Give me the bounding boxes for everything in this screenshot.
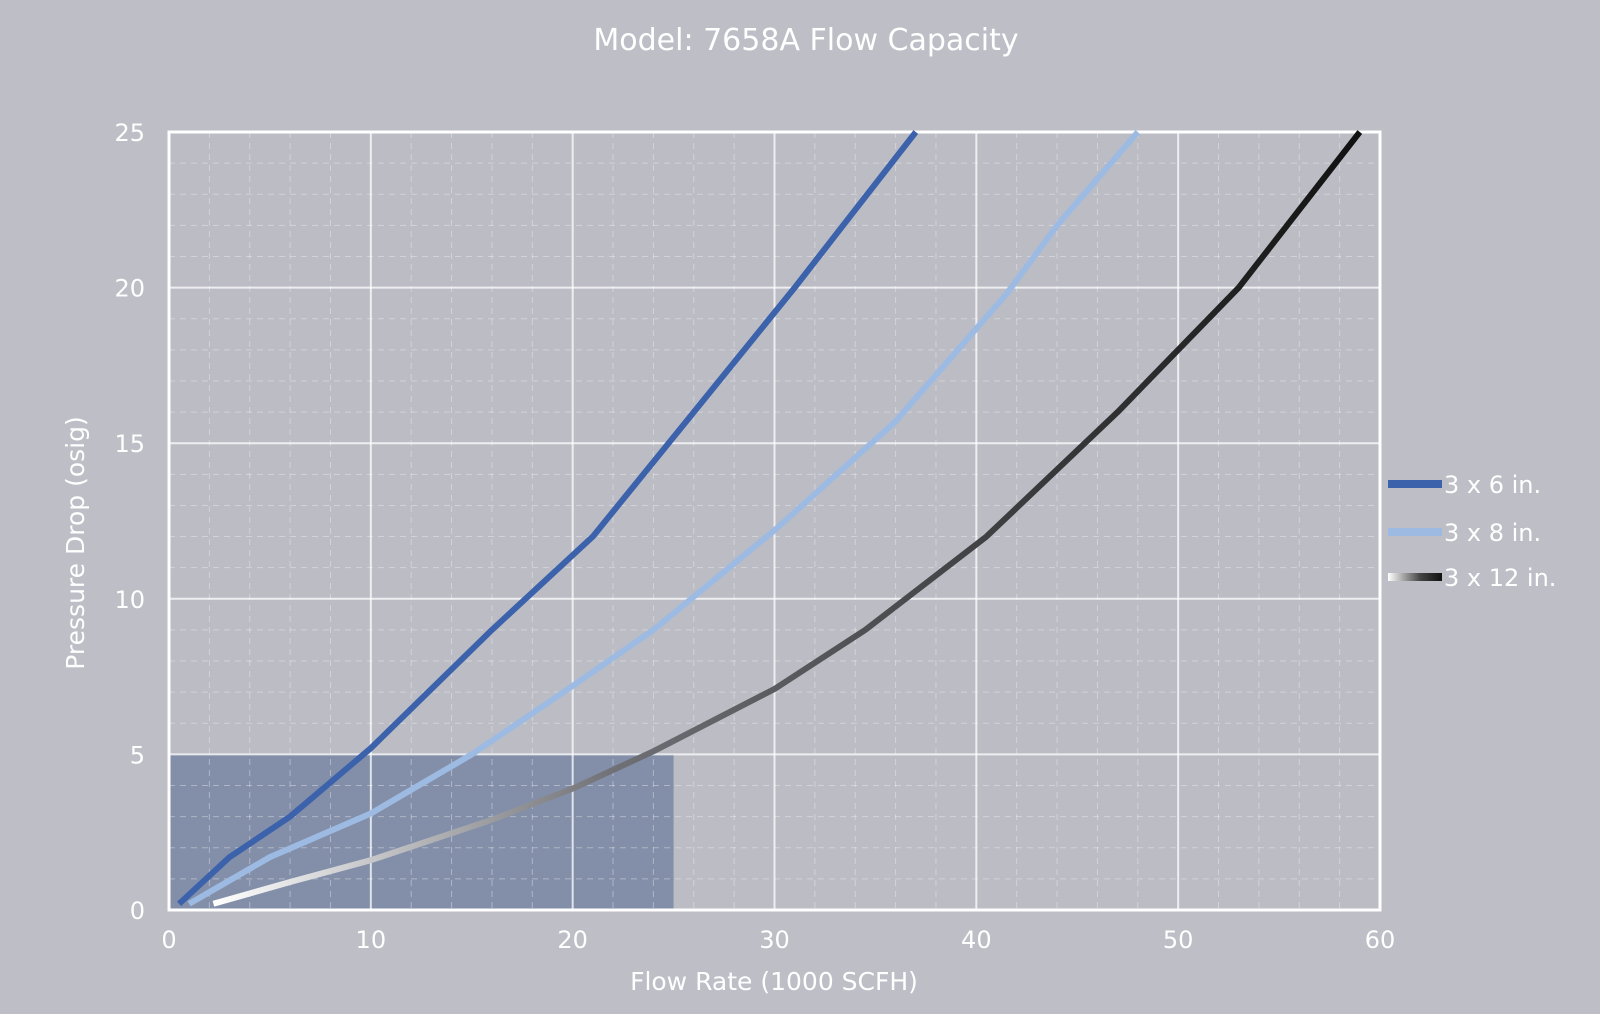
y-axis-label: Pressure Drop (osig) xyxy=(61,416,90,669)
x-tick-label: 50 xyxy=(1163,926,1194,954)
legend-label-2: 3 x 8 in. xyxy=(1444,519,1541,547)
series-line-1 xyxy=(177,130,919,907)
series-lines xyxy=(177,130,1363,907)
series-line-2 xyxy=(187,130,1141,907)
x-tick-label: 10 xyxy=(356,926,387,954)
legend-label-3: 3 x 12 in. xyxy=(1444,564,1556,592)
y-axis-ticks: 0 5 10 15 20 25 xyxy=(114,119,145,925)
x-axis-ticks: 0 10 20 30 40 50 60 xyxy=(161,926,1395,954)
legend-swatch-2 xyxy=(1388,528,1442,536)
y-tick-label: 10 xyxy=(114,586,145,614)
x-tick-label: 0 xyxy=(161,926,176,954)
plot-border xyxy=(167,130,1382,912)
x-axis-label: Flow Rate (1000 SCFH) xyxy=(630,967,918,996)
x-tick-label: 20 xyxy=(557,926,588,954)
y-tick-label: 25 xyxy=(114,119,145,147)
legend-swatch-1 xyxy=(1388,480,1442,488)
y-tick-label: 5 xyxy=(130,741,145,769)
legend-swatch-3 xyxy=(1388,573,1442,581)
chart-title: Model: 7658A Flow Capacity xyxy=(593,23,1018,58)
x-tick-label: 30 xyxy=(759,926,790,954)
legend: 3 x 6 in. 3 x 8 in. 3 x 12 in. xyxy=(1388,471,1556,592)
y-tick-label: 20 xyxy=(114,275,145,303)
x-tick-label: 40 xyxy=(961,926,992,954)
major-grid xyxy=(169,132,1380,910)
legend-label-1: 3 x 6 in. xyxy=(1444,471,1541,499)
y-tick-label: 15 xyxy=(114,430,145,458)
x-tick-label: 60 xyxy=(1365,926,1396,954)
series-line-3 xyxy=(212,130,1363,907)
y-tick-label: 0 xyxy=(130,897,145,925)
